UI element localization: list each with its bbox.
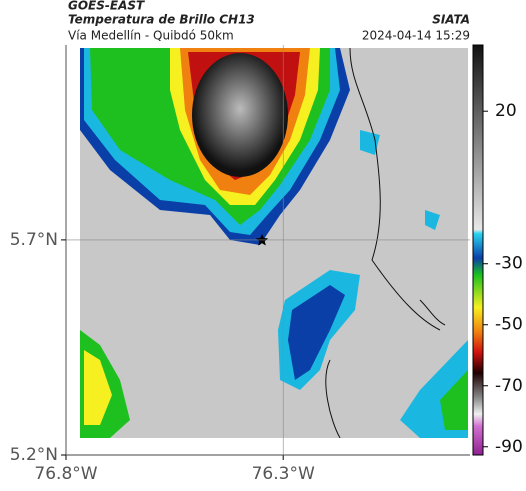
- colorbar-tick-label: -50: [495, 315, 523, 335]
- colorbar-tick-label: 20: [495, 101, 517, 121]
- y-tick-label: 5.2°N: [10, 445, 58, 465]
- source: SIATA: [432, 13, 470, 27]
- product: Temperatura de Brillo CH13: [68, 13, 255, 27]
- colorbar-tick-label: -70: [495, 376, 523, 396]
- colorbar: [472, 44, 484, 456]
- x-tick-label: 76.8°W: [34, 464, 97, 484]
- imagery: [80, 48, 468, 438]
- y-tick-label: 5.7°N: [10, 230, 58, 250]
- colorbar-tick-label: -30: [495, 254, 523, 274]
- timestamp: 2024-04-14 15:29: [362, 29, 470, 43]
- colorbar-tick-label: -90: [495, 437, 523, 457]
- satellite: GOES-EAST: [68, 0, 145, 13]
- route: Vía Medellín - Quibdó 50km: [68, 29, 234, 43]
- x-tick-label: 76.3°W: [252, 464, 315, 484]
